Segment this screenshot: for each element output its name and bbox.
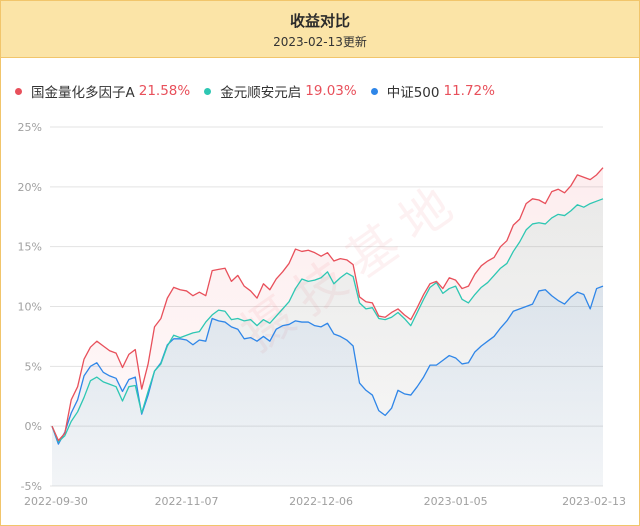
legend-dot-icon [15, 87, 22, 95]
chart-header: 收益对比 2023-02-13更新 [1, 1, 639, 58]
x-tick-label: 2023-01-05 [424, 495, 488, 508]
legend-series-name: 中证500 [386, 85, 440, 101]
x-tick-label: 2022-09-30 [24, 495, 88, 508]
legend-series-name: 金元顺安元启 [220, 85, 302, 101]
legend-item-fund-b[interactable]: 金元顺安元启 19.03% [204, 81, 357, 101]
y-tick-label: 15% [18, 241, 42, 254]
legend-item-index[interactable]: 中证500 11.72% [370, 81, 495, 101]
series-line [51, 167, 604, 442]
x-tick-label: 2022-11-07 [155, 495, 219, 508]
legend-series-return: 11.72% [443, 83, 495, 99]
y-tick-label: -5% [21, 480, 42, 493]
legend-item-fund-a[interactable]: 国金量化多因子A 21.58% [15, 81, 190, 101]
x-tick-label: 2023-02-13 [562, 495, 626, 508]
x-tick-label: 2022-12-06 [289, 495, 353, 508]
update-date: 2023-02-13更新 [273, 35, 367, 49]
legend-dot-icon [370, 87, 378, 95]
chart-legend: 国金量化多因子A 21.58% 金元顺安元启 19.03% 中证500 11.7… [15, 81, 509, 101]
y-tick-label: 25% [18, 121, 42, 134]
legend-series-return: 21.58% [138, 83, 191, 99]
y-tick-label: 20% [18, 181, 42, 194]
legend-dot-icon [204, 87, 212, 95]
y-tick-label: 10% [18, 301, 42, 314]
series-line [51, 198, 604, 443]
chart-title: 收益对比 [289, 12, 350, 30]
series-area [52, 167, 603, 486]
y-tick-label: 0% [25, 420, 42, 433]
y-tick-label: 5% [25, 360, 42, 373]
legend-series-name: 国金量化多因子A [31, 85, 135, 101]
legend-series-return: 19.03% [305, 83, 357, 99]
